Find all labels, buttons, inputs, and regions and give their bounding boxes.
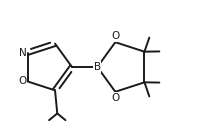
Text: B: B — [94, 62, 101, 72]
Text: O: O — [111, 93, 119, 103]
Text: N: N — [19, 48, 27, 58]
Text: O: O — [19, 76, 27, 86]
Text: O: O — [111, 31, 119, 41]
